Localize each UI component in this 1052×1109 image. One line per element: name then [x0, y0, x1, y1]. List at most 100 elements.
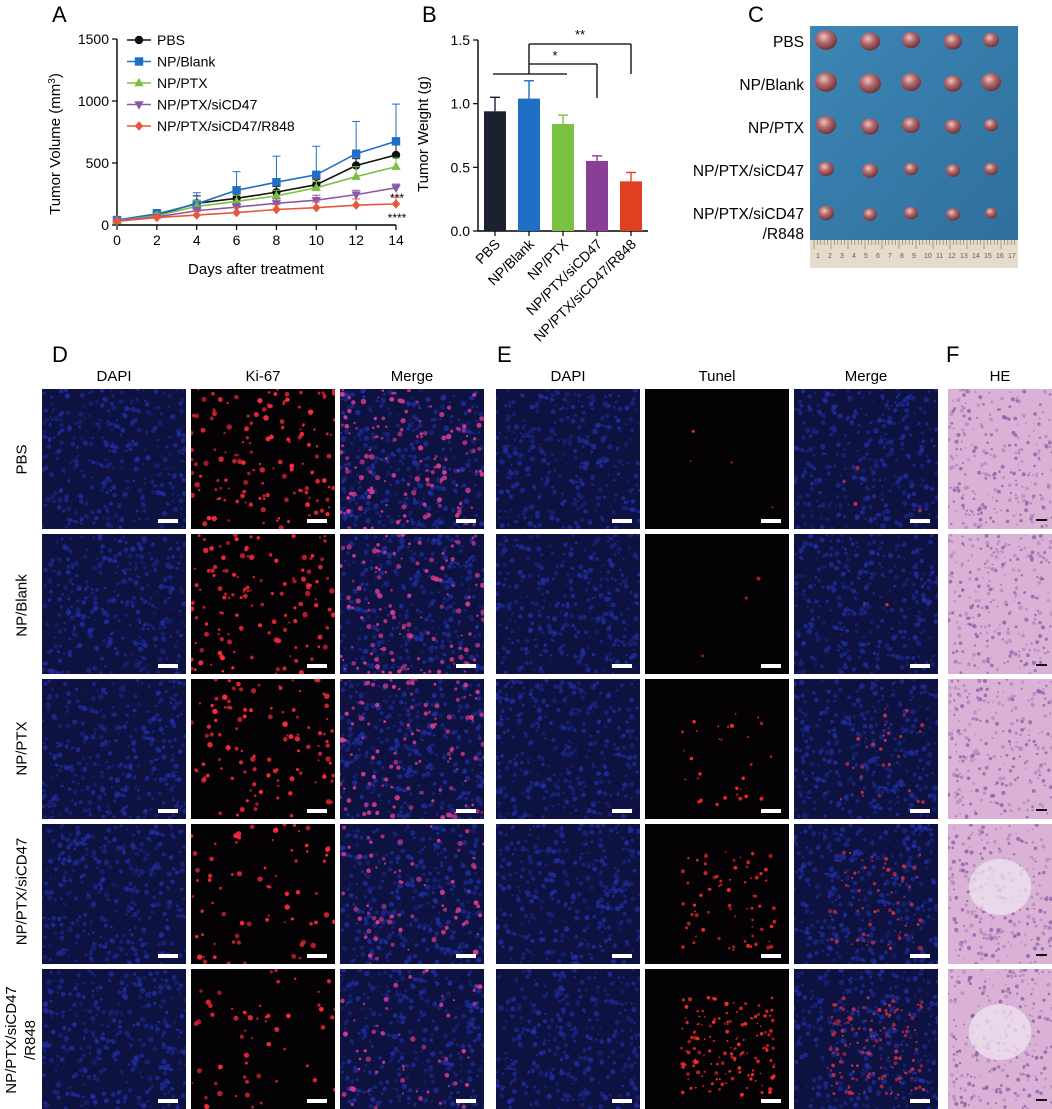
- he-nucleus: [1037, 552, 1040, 555]
- dapi-nucleus: [869, 582, 872, 585]
- ki67-signal: [235, 727, 238, 730]
- dapi-nucleus: [404, 801, 407, 804]
- dapi-nucleus: [395, 493, 398, 496]
- dapi-nucleus: [538, 610, 541, 613]
- ki67-signal: [345, 467, 348, 470]
- dapi-nucleus: [175, 778, 178, 781]
- dapi-nucleus: [449, 641, 452, 644]
- dapi-nucleus: [114, 791, 119, 796]
- dapi-nucleus: [107, 409, 111, 413]
- dapi-nucleus: [466, 421, 470, 425]
- dapi-nucleus: [544, 643, 548, 647]
- dapi-nucleus: [107, 765, 111, 769]
- dapi-nucleus: [103, 714, 106, 717]
- dapi-nucleus: [354, 436, 356, 438]
- ki67-signal: [305, 491, 309, 495]
- he-nucleus: [984, 462, 987, 465]
- dapi-nucleus: [96, 557, 98, 559]
- he-nucleus: [953, 551, 956, 554]
- dapi-nucleus: [359, 648, 362, 651]
- x-tick-label: 14: [388, 232, 404, 248]
- he-nucleus: [981, 426, 983, 428]
- dapi-nucleus: [831, 427, 837, 433]
- dapi-nucleus: [430, 645, 434, 649]
- dapi-nucleus: [151, 429, 155, 433]
- dapi-nucleus: [433, 734, 436, 737]
- dapi-nucleus: [551, 453, 555, 457]
- dapi-nucleus: [869, 467, 873, 471]
- ki67-signal: [254, 807, 258, 811]
- dapi-nucleus: [143, 810, 147, 814]
- ki67-signal: [262, 522, 265, 525]
- dapi-nucleus: [171, 723, 176, 728]
- dapi-nucleus: [382, 537, 385, 540]
- dapi-nucleus: [459, 549, 463, 553]
- ki67-signal: [356, 667, 359, 670]
- dapi-nucleus: [795, 587, 797, 589]
- ki67-signal: [205, 734, 209, 738]
- dapi-nucleus: [344, 463, 347, 466]
- dapi-nucleus: [804, 597, 806, 599]
- dapi-nucleus: [78, 426, 81, 429]
- dapi-nucleus: [405, 401, 409, 405]
- dapi-nucleus: [111, 466, 113, 468]
- dapi-nucleus: [810, 474, 814, 478]
- dapi-nucleus: [842, 611, 847, 616]
- dapi-nucleus: [358, 748, 361, 751]
- dapi-nucleus: [50, 395, 53, 398]
- ki67-signal: [315, 598, 317, 600]
- dapi-nucleus: [622, 558, 625, 561]
- dapi-nucleus: [356, 642, 358, 644]
- ki67-signal: [285, 392, 290, 397]
- dapi-nucleus: [179, 402, 183, 406]
- dapi-nucleus: [389, 705, 394, 710]
- dapi-nucleus: [176, 771, 178, 773]
- dapi-nucleus: [100, 774, 104, 778]
- dapi-nucleus: [592, 552, 596, 556]
- dapi-nucleus: [861, 396, 863, 398]
- he-nucleus: [983, 505, 987, 509]
- dapi-nucleus: [586, 435, 589, 438]
- dapi-nucleus: [103, 397, 105, 399]
- ki67-signal: [428, 711, 431, 714]
- dapi-nucleus: [168, 597, 171, 600]
- dapi-nucleus: [67, 608, 69, 610]
- dapi-nucleus: [351, 816, 354, 819]
- dapi-nucleus: [347, 462, 351, 466]
- ki67-signal: [203, 548, 208, 553]
- dapi-nucleus: [419, 632, 424, 637]
- dapi-nucleus: [468, 563, 473, 568]
- dapi-nucleus: [624, 584, 628, 588]
- ki67-signal: [420, 616, 422, 618]
- ki67-signal: [389, 651, 393, 655]
- dapi-nucleus: [74, 802, 78, 806]
- dapi-nucleus: [844, 467, 847, 470]
- dapi-nucleus: [566, 400, 569, 403]
- ki67-signal: [420, 460, 423, 463]
- dapi-nucleus: [179, 587, 182, 590]
- dapi-nucleus: [429, 492, 434, 497]
- dapi-nucleus: [525, 466, 530, 471]
- tumor-photo-labels: PBS NP/Blank NP/PTX NP/PTX/siCD47 NP/PTX…: [746, 26, 816, 266]
- dapi-nucleus: [498, 571, 502, 575]
- dapi-nucleus: [143, 600, 147, 604]
- dapi-nucleus: [447, 577, 452, 582]
- dapi-nucleus: [412, 429, 415, 432]
- he-nucleus: [989, 414, 991, 416]
- dapi-nucleus: [873, 401, 875, 403]
- dapi-nucleus: [576, 637, 578, 639]
- he-nucleus: [984, 562, 986, 564]
- tunel-signal: [730, 461, 732, 463]
- dapi-nucleus: [161, 631, 166, 636]
- dapi-nucleus: [603, 495, 606, 498]
- dapi-nucleus: [915, 622, 920, 627]
- dapi-nucleus: [587, 598, 591, 602]
- micrograph-e-merge-tu-row1: [794, 389, 938, 529]
- plate-label-np-ptx-sicd47-r848-line2: /R848: [763, 226, 804, 244]
- dapi-nucleus: [451, 480, 456, 485]
- micrograph-image: [191, 534, 335, 674]
- ki67-signal: [475, 697, 477, 699]
- he-nucleus: [987, 493, 989, 495]
- dapi-nucleus: [168, 473, 171, 476]
- dapi-nucleus: [414, 537, 418, 541]
